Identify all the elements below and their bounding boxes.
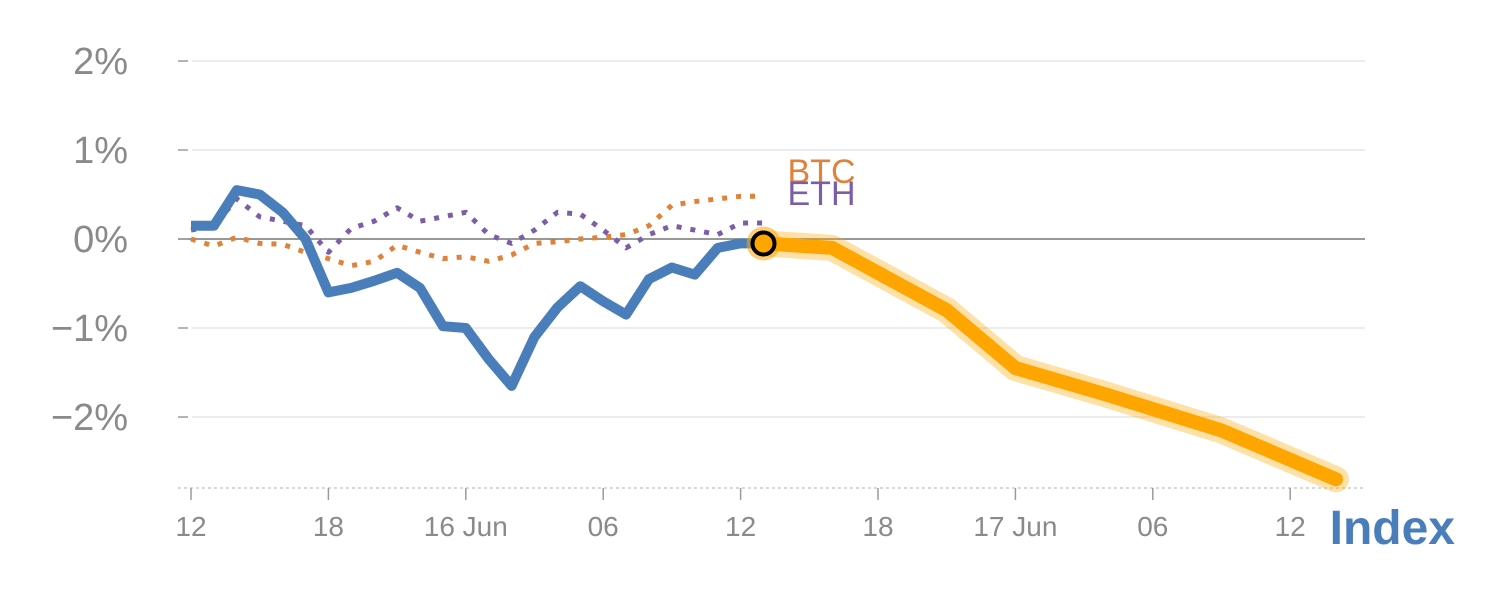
y-tick-label: 1% <box>73 130 128 172</box>
series-lines <box>190 185 1349 493</box>
x-tick-label: 12 <box>1275 511 1306 542</box>
index-series-label: Index <box>1330 502 1456 555</box>
x-tick-label: 18 <box>862 511 893 542</box>
index-line <box>191 185 764 391</box>
forecast-line <box>756 236 1343 487</box>
series-labels: BTC ETH Index <box>788 153 1456 555</box>
btc-series-label: BTC <box>788 153 856 191</box>
x-tick-label: 12 <box>175 511 206 542</box>
eth-series-label: ETH <box>788 175 856 213</box>
y-tick-label: −1% <box>51 308 128 350</box>
current-marker <box>750 230 777 257</box>
y-tick-label: 0% <box>73 219 128 261</box>
x-tick-label: 06 <box>588 511 619 542</box>
x-tick-label: 12 <box>725 511 756 542</box>
x-tick-label: 18 <box>313 511 344 542</box>
x-tick-label: 06 <box>1137 511 1168 542</box>
y-tick-label: −2% <box>51 397 128 439</box>
x-axis-ticks: 12 18 16 Jun 06 12 18 17 Jun 06 12 <box>175 488 1306 542</box>
current-marker-group <box>746 226 781 261</box>
y-tick-label: 2% <box>73 41 128 83</box>
btc-line <box>190 193 764 269</box>
axes <box>178 238 1365 489</box>
y-axis-ticks: 2% 1% 0% −1% −2% <box>51 41 188 439</box>
x-tick-label: 17 Jun <box>973 511 1057 542</box>
x-tick-label: 16 Jun <box>424 511 508 542</box>
